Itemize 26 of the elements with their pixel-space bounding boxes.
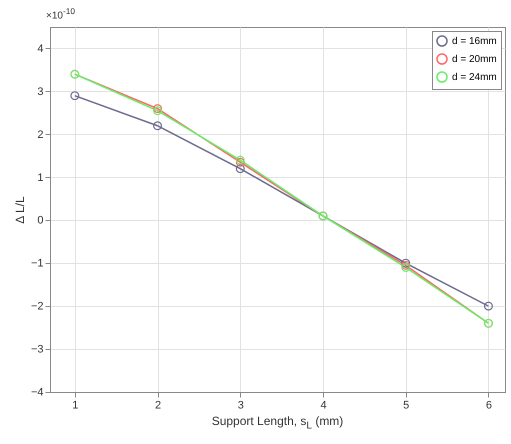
x-tick-label: 1 [72, 400, 78, 412]
legend-label: d = 20mm [452, 54, 497, 65]
y-axis-title: Δ L/L [12, 196, 27, 224]
legend-label: d = 24mm [452, 72, 497, 83]
y-tick-label: −3 [30, 344, 44, 356]
point [484, 302, 493, 311]
x-tick-label: 4 [320, 400, 327, 412]
y-tick-label: −2 [30, 300, 44, 313]
y-tick-label: −4 [30, 386, 44, 398]
text: ×10$^{-10}$ [46, 6, 76, 22]
y-tick-label: 4 [37, 42, 44, 55]
legend-label: d = 16mm [452, 36, 497, 47]
x-tick-label: 3 [238, 400, 244, 412]
point [401, 263, 410, 272]
x-tick-label: 2 [154, 400, 162, 412]
y-tick-label: 2 [37, 128, 44, 141]
x-axis-title: Support Length, s$_{L}$ (mm) [212, 414, 344, 432]
point [153, 121, 162, 130]
x-tick-label: 5 [403, 400, 410, 412]
point [70, 91, 80, 100]
point [236, 164, 245, 174]
x-tick-label: 6 [486, 400, 492, 412]
y-tick-label: −1 [30, 258, 44, 270]
y-tick-label: 1 [37, 172, 44, 184]
y-tick-label: 0 [37, 214, 44, 227]
y-tick-label: 3 [37, 86, 44, 98]
